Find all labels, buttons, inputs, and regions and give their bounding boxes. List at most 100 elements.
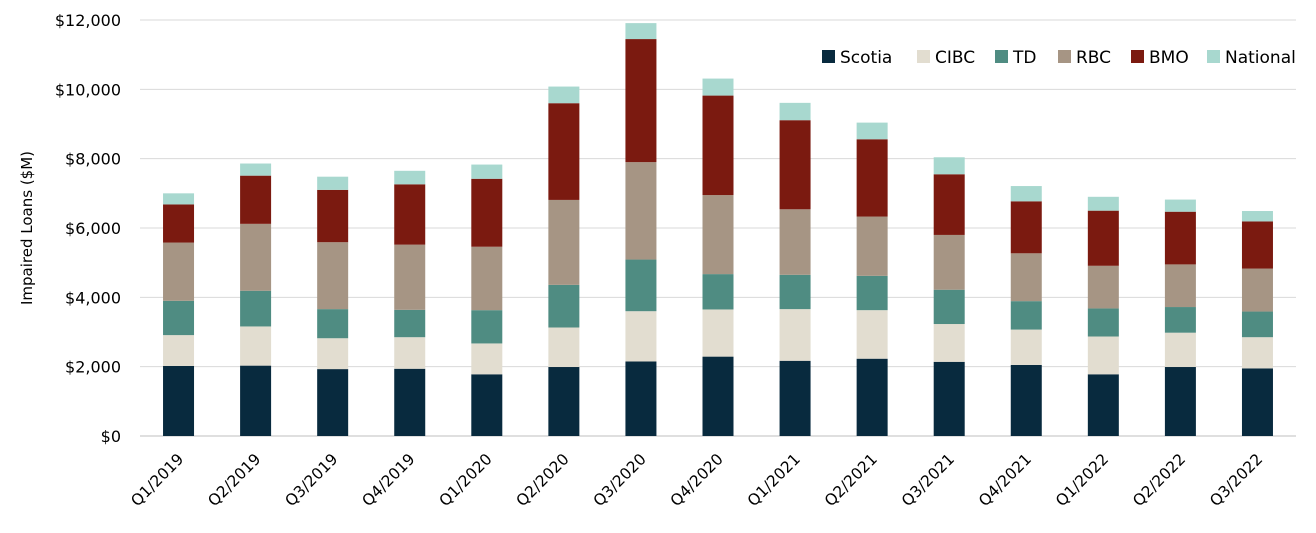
x-tick-label: Q3/2020 [590, 450, 650, 510]
bar-segment-bmo [702, 95, 734, 196]
bar-segment-cibc [625, 311, 657, 362]
bar-segment-national [1164, 199, 1196, 212]
legend-label: RBC [1076, 48, 1111, 68]
bar-segment-rbc [240, 223, 272, 291]
bar-segment-national [625, 23, 657, 40]
bar-segment-cibc [394, 337, 426, 369]
bar-stack [779, 102, 811, 436]
x-tick-label: Q2/2019 [205, 450, 265, 510]
bar-segment-bmo [1087, 210, 1119, 266]
x-tick-label: Q1/2022 [1052, 450, 1112, 510]
bar-stack [317, 176, 349, 436]
bar-segment-scotia [471, 374, 503, 436]
bar-segment-rbc [1241, 268, 1273, 312]
legend: Scotia CIBC TD RBC BMO National [822, 48, 1296, 68]
bar-segment-rbc [933, 234, 965, 290]
bar-segment-rbc [1087, 265, 1119, 309]
bar-segment-national [317, 176, 349, 190]
x-tick-label: Q3/2022 [1206, 450, 1266, 510]
bar-segment-scotia [933, 361, 965, 436]
bar-segment-bmo [1241, 221, 1273, 269]
bar-segment-scotia [1164, 367, 1196, 436]
bar-stack [1164, 199, 1196, 436]
y-axis-ticks: $0 $2,000 $4,000 $6,000 $8,000 $10,000 $12,000 [55, 11, 121, 446]
bar-segment-cibc [1010, 329, 1042, 365]
y-tick-label: $4,000 [65, 288, 121, 307]
bar-segment-scotia [394, 368, 426, 436]
bar-segment-cibc [779, 309, 811, 361]
legend-swatch [1058, 50, 1071, 63]
x-tick-label: Q4/2021 [975, 450, 1035, 510]
x-tick-label: Q2/2022 [1129, 450, 1189, 510]
bar-segment-bmo [163, 204, 195, 243]
bar-segment-bmo [471, 178, 503, 247]
bar-segment-scotia [548, 367, 580, 436]
y-tick-label: $10,000 [55, 80, 121, 99]
bar-segment-bmo [240, 175, 272, 224]
bar-segment-scotia [625, 361, 657, 436]
bar-stack [471, 164, 503, 436]
bar-segment-scotia [317, 369, 349, 436]
bar-segment-td [1164, 307, 1196, 333]
bar-segment-bmo [856, 139, 888, 217]
bar-segment-td [317, 309, 349, 339]
y-tick-label: $2,000 [65, 358, 121, 377]
bar-segment-bmo [317, 189, 349, 243]
bar-segment-scotia [856, 358, 888, 436]
bar-segment-national [1241, 211, 1273, 222]
bars [163, 23, 1273, 436]
bar-segment-national [702, 78, 734, 96]
x-tick-label: Q4/2020 [667, 450, 727, 510]
bar-segment-national [394, 170, 426, 185]
bar-segment-scotia [1010, 364, 1042, 436]
bar-segment-bmo [1010, 201, 1042, 254]
bar-segment-cibc [548, 327, 580, 368]
bar-segment-national [856, 122, 888, 140]
bar-stack [394, 170, 426, 436]
bar-stack [933, 157, 965, 436]
bar-segment-scotia [240, 365, 272, 436]
legend-label: CIBC [935, 48, 975, 68]
legend-item-scotia: Scotia [822, 48, 892, 68]
x-tick-label: Q3/2021 [898, 450, 958, 510]
legend-item-cibc: CIBC [917, 48, 975, 68]
bar-segment-td [1010, 301, 1042, 330]
bar-segment-rbc [625, 162, 657, 260]
bar-segment-rbc [1010, 253, 1042, 302]
y-tick-label: $6,000 [65, 219, 121, 238]
bar-segment-national [471, 164, 503, 179]
x-tick-label: Q1/2021 [744, 450, 804, 510]
bar-segment-td [856, 275, 888, 311]
bar-segment-national [779, 102, 811, 121]
bar-segment-cibc [1087, 336, 1119, 375]
y-tick-label: $8,000 [65, 150, 121, 169]
bar-segment-rbc [779, 209, 811, 275]
x-tick-label: Q2/2021 [821, 450, 881, 510]
x-axis-ticks: Q1/2019 Q2/2019 Q3/2019 Q4/2019 Q1/2020 Q2/20… [127, 450, 1266, 510]
bar-stack [625, 23, 657, 436]
bar-stack [1010, 186, 1042, 436]
bar-segment-rbc [702, 195, 734, 275]
bar-segment-bmo [779, 120, 811, 210]
bar-segment-rbc [394, 244, 426, 310]
bar-segment-scotia [163, 365, 195, 436]
legend-swatch [995, 50, 1008, 63]
bar-segment-td [933, 289, 965, 325]
bar-segment-td [394, 309, 426, 338]
bar-segment-rbc [317, 242, 349, 310]
legend-item-national: National [1207, 48, 1296, 68]
bar-segment-td [625, 259, 657, 312]
bar-segment-national [240, 163, 272, 176]
legend-label: National [1225, 48, 1296, 68]
bar-segment-td [779, 274, 811, 310]
bar-segment-cibc [1164, 332, 1196, 368]
bar-stack [1087, 196, 1119, 436]
x-tick-label: Q1/2020 [436, 450, 496, 510]
bar-segment-rbc [856, 216, 888, 276]
x-tick-label: Q2/2020 [513, 450, 573, 510]
legend-item-bmo: BMO [1131, 48, 1189, 68]
y-axis-label: Impaired Loans ($M) [18, 151, 36, 305]
bar-segment-cibc [240, 326, 272, 366]
bar-segment-national [548, 86, 580, 104]
bar-stack [1241, 211, 1273, 436]
